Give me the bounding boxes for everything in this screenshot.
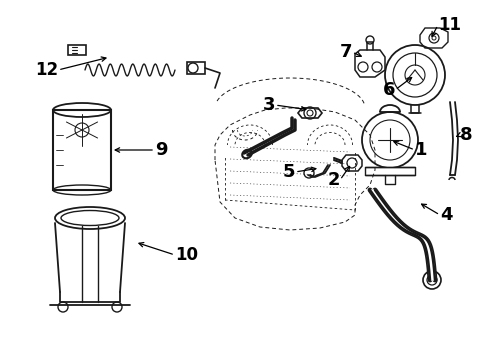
- Polygon shape: [385, 210, 393, 214]
- Polygon shape: [418, 237, 425, 238]
- Polygon shape: [430, 275, 435, 280]
- Text: 12: 12: [35, 61, 58, 79]
- Bar: [187, 62, 205, 74]
- Polygon shape: [381, 205, 390, 210]
- Text: 3: 3: [263, 96, 275, 114]
- Text: 9: 9: [155, 141, 168, 159]
- Bar: [53, 110, 111, 190]
- Polygon shape: [404, 229, 412, 231]
- Text: 1: 1: [415, 141, 427, 159]
- Polygon shape: [395, 222, 403, 225]
- Polygon shape: [392, 218, 400, 222]
- Polygon shape: [401, 227, 409, 229]
- Polygon shape: [414, 234, 421, 235]
- Polygon shape: [374, 195, 382, 201]
- Polygon shape: [421, 239, 428, 241]
- Polygon shape: [398, 225, 406, 227]
- Text: 5: 5: [283, 163, 295, 181]
- Text: 11: 11: [438, 16, 461, 34]
- Text: 6: 6: [383, 81, 395, 99]
- Polygon shape: [377, 201, 386, 205]
- Polygon shape: [427, 252, 432, 256]
- Text: 2: 2: [327, 171, 340, 189]
- Polygon shape: [426, 248, 432, 252]
- Text: 7: 7: [340, 43, 352, 61]
- Polygon shape: [424, 243, 430, 245]
- Bar: [68, 45, 86, 55]
- Polygon shape: [428, 260, 434, 265]
- Polygon shape: [388, 214, 396, 218]
- Polygon shape: [422, 241, 429, 243]
- Polygon shape: [429, 270, 435, 275]
- Polygon shape: [416, 235, 423, 237]
- Text: 10: 10: [175, 246, 198, 264]
- Polygon shape: [409, 233, 416, 234]
- Polygon shape: [407, 231, 414, 233]
- Polygon shape: [425, 245, 431, 248]
- Polygon shape: [370, 190, 379, 195]
- Text: 8: 8: [460, 126, 473, 144]
- Bar: [365, 167, 415, 175]
- Text: 4: 4: [440, 206, 452, 224]
- Polygon shape: [429, 265, 434, 270]
- Polygon shape: [427, 256, 433, 260]
- Polygon shape: [419, 238, 426, 239]
